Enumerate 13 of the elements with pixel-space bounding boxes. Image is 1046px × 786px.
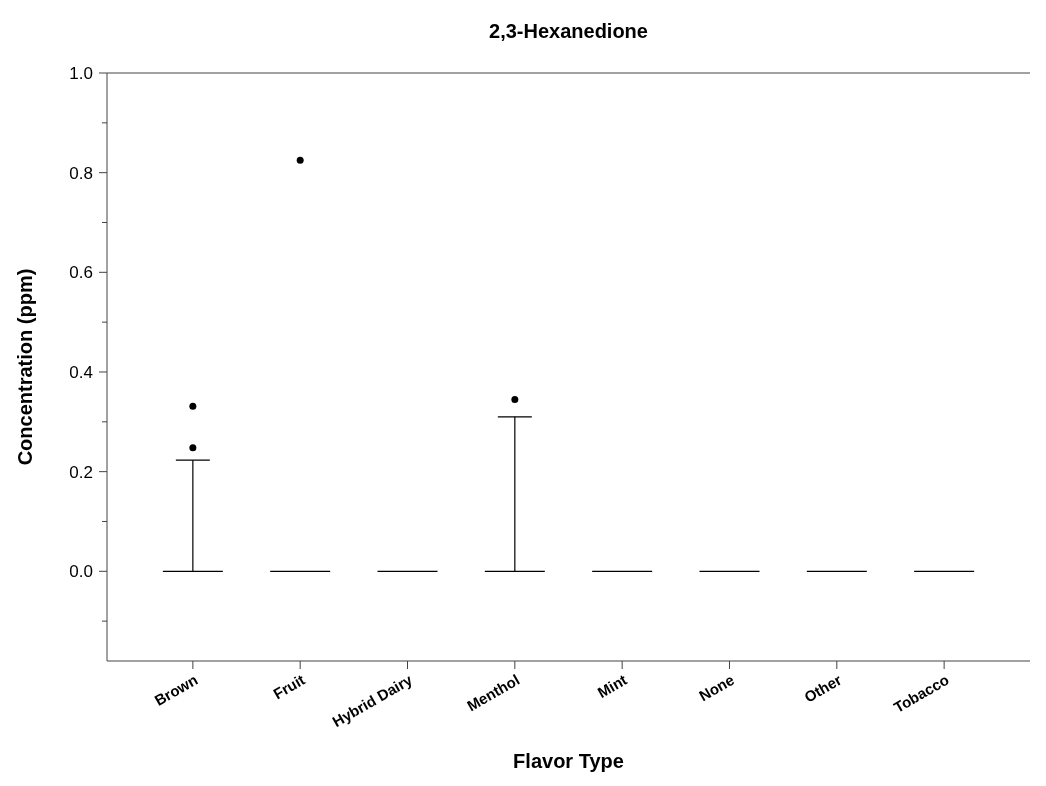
x-tick-label: Mint <box>594 670 630 702</box>
y-tick-label: 0.4 <box>69 362 93 382</box>
x-tick-label: Other <box>801 670 845 706</box>
text: 1.0 <box>69 63 93 83</box>
x-axis-title: Flavor Type <box>513 750 624 772</box>
x-tick-label: None <box>696 670 737 705</box>
chart-title: 2,3-Hexanedione <box>489 20 648 42</box>
y-tick-label: 0.6 <box>69 263 93 283</box>
x-tick-label: Fruit <box>270 670 308 703</box>
y-tick-label: 0.2 <box>69 462 93 482</box>
y-axis-title: Concentration (ppm) <box>14 268 36 466</box>
y-tick-label: 0.8 <box>69 163 93 183</box>
text: 0.0 <box>69 562 93 582</box>
